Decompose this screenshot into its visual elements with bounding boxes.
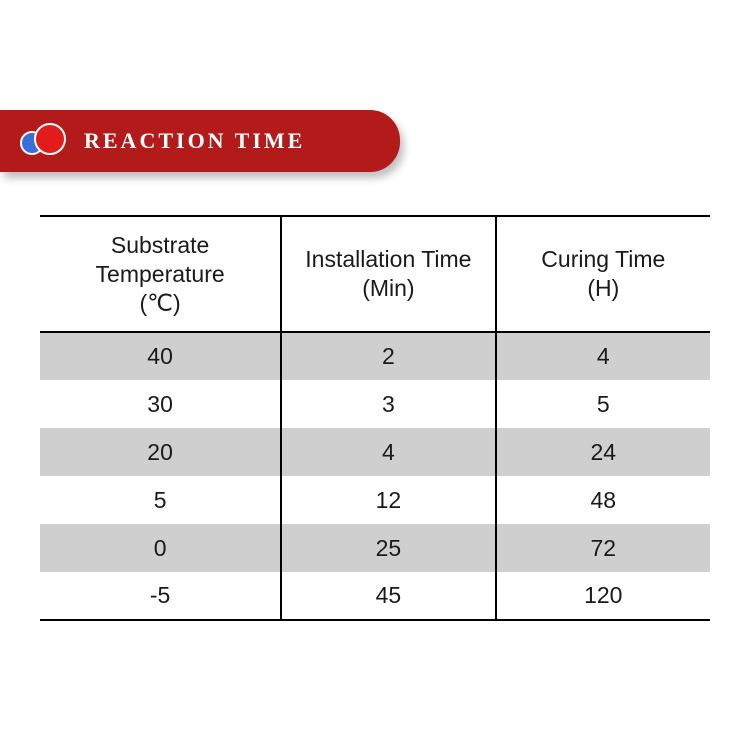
cell-temp: 40 [40, 332, 281, 380]
cell-temp: 30 [40, 380, 281, 428]
cell-cure: 4 [496, 332, 710, 380]
cell-cure: 24 [496, 428, 710, 476]
cell-cure: 5 [496, 380, 710, 428]
section-header-bar: REACTION TIME [0, 110, 400, 172]
table-header-row: Substrate Temperature (℃) Installation T… [40, 216, 710, 332]
cell-install: 45 [281, 572, 495, 620]
table-row: -5 45 120 [40, 572, 710, 620]
cell-install: 2 [281, 332, 495, 380]
cell-temp: -5 [40, 572, 281, 620]
col-header-temperature: Substrate Temperature (℃) [40, 216, 281, 332]
table-row: 20 4 24 [40, 428, 710, 476]
cell-install: 25 [281, 524, 495, 572]
cell-cure: 72 [496, 524, 710, 572]
table-row: 40 2 4 [40, 332, 710, 380]
col-header-install-time: Installation Time (Min) [281, 216, 495, 332]
cell-install: 12 [281, 476, 495, 524]
table-row: 30 3 5 [40, 380, 710, 428]
col-header-curing-time: Curing Time (H) [496, 216, 710, 332]
cell-temp: 20 [40, 428, 281, 476]
section-title: REACTION TIME [84, 128, 305, 154]
table-row: 0 25 72 [40, 524, 710, 572]
cell-install: 4 [281, 428, 495, 476]
data-table: Substrate Temperature (℃) Installation T… [40, 215, 710, 621]
red-circle-icon [34, 123, 66, 155]
cell-temp: 0 [40, 524, 281, 572]
table-body: 40 2 4 30 3 5 20 4 24 5 12 48 0 25 [40, 332, 710, 620]
table-row: 5 12 48 [40, 476, 710, 524]
cell-cure: 48 [496, 476, 710, 524]
dual-circle-icon [20, 121, 70, 161]
cell-temp: 5 [40, 476, 281, 524]
reaction-time-table: Substrate Temperature (℃) Installation T… [40, 215, 710, 621]
cell-install: 3 [281, 380, 495, 428]
cell-cure: 120 [496, 572, 710, 620]
